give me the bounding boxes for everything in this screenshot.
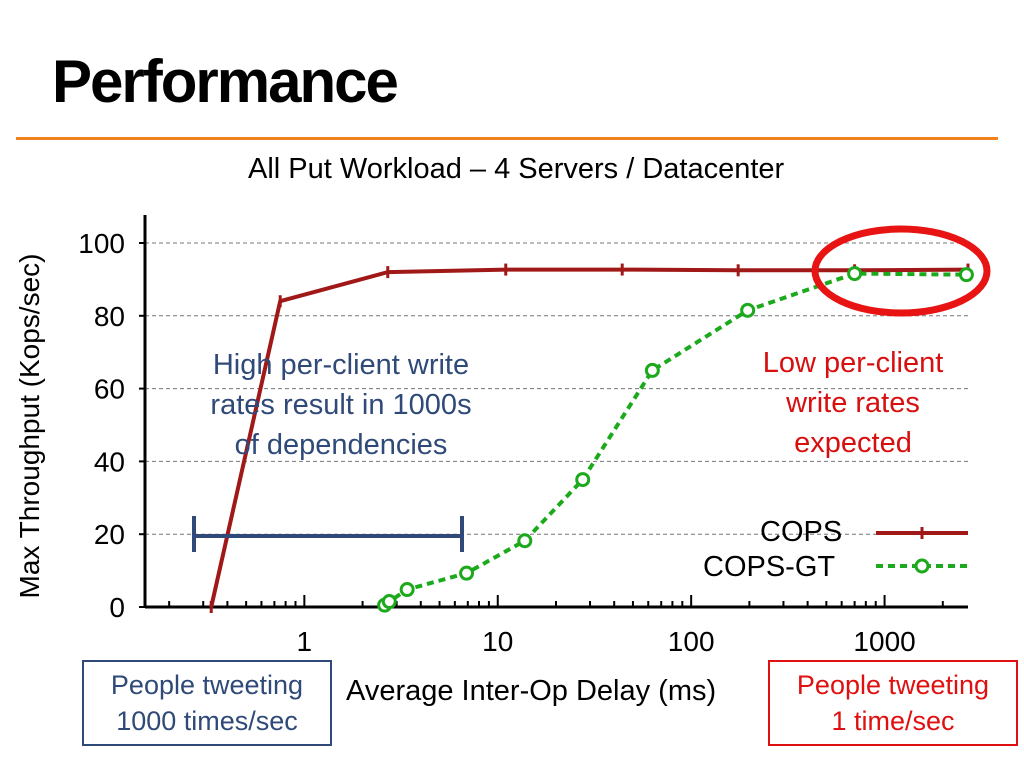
y-tick-label-100: 100 — [78, 228, 125, 259]
data-point-cops-gt-9 — [958, 267, 974, 283]
people-fast-box: People tweeting 1000 times/sec — [82, 660, 332, 746]
legend-label-cops: COPS — [760, 516, 843, 548]
series-line-cops — [209, 267, 969, 608]
y-tick-label-60: 60 — [94, 374, 125, 405]
data-point-cops-gt-4 — [517, 533, 533, 549]
low-rate-line-2: write rates — [786, 387, 920, 419]
high-rate-annotation: High per-client write rates result in 10… — [176, 345, 506, 465]
legend — [876, 527, 968, 574]
highlight-ellipse — [811, 225, 991, 317]
people-slow-line-2: 1 time/sec — [831, 706, 955, 736]
title-divider — [16, 137, 998, 140]
x-tick-label-1000: 1000 — [853, 626, 915, 657]
x-axis-label: Average Inter-Op Delay (ms) — [346, 675, 717, 707]
data-series — [209, 263, 974, 613]
data-point-cops-gt-5 — [575, 472, 591, 488]
people-fast-line-1: People tweeting — [110, 670, 304, 700]
data-point-cops-gt-1 — [381, 594, 397, 610]
high-rate-line-3: of dependencies — [234, 429, 448, 461]
y-tick-label-40: 40 — [94, 446, 125, 477]
data-point-cops-gt-6 — [644, 362, 660, 378]
annotation-shapes — [192, 225, 991, 552]
legend-marker-cops-gt — [914, 558, 930, 574]
low-rate-annotation: Low per-client write rates expected — [728, 343, 978, 463]
chart-title: All Put Workload – 4 Servers / Datacente… — [248, 153, 785, 185]
axis-ticks: 0 20 40 60 80 100 1 10 100 1000 — [78, 228, 944, 657]
low-rate-line-3: expected — [794, 427, 912, 459]
people-slow-line-1: People tweeting — [796, 670, 990, 700]
x-tick-label-1: 1 — [297, 626, 313, 657]
y-tick-label-20: 20 — [94, 519, 125, 550]
people-fast-line-2: 1000 times/sec — [116, 706, 298, 736]
y-tick-label-80: 80 — [94, 301, 125, 332]
data-point-cops-gt-8 — [847, 266, 863, 282]
series-line-cops-gt — [383, 271, 967, 607]
low-rate-line-1: Low per-client — [762, 347, 944, 379]
data-point-cops-gt-7 — [740, 302, 756, 318]
high-rate-line-2: rates result in 1000s — [210, 389, 472, 421]
high-rate-line-1: High per-client write — [212, 349, 470, 381]
x-tick-label-100: 100 — [668, 626, 715, 657]
data-point-cops-gt-2 — [399, 582, 415, 598]
data-point-cops-gt-3 — [459, 565, 475, 581]
legend-label-cops-gt: COPS-GT — [703, 551, 836, 583]
people-slow-box: People tweeting 1 time/sec — [768, 660, 1018, 746]
x-tick-label-10: 10 — [482, 626, 513, 657]
slide-title: Performance — [52, 48, 399, 115]
y-tick-label-0: 0 — [109, 592, 125, 623]
